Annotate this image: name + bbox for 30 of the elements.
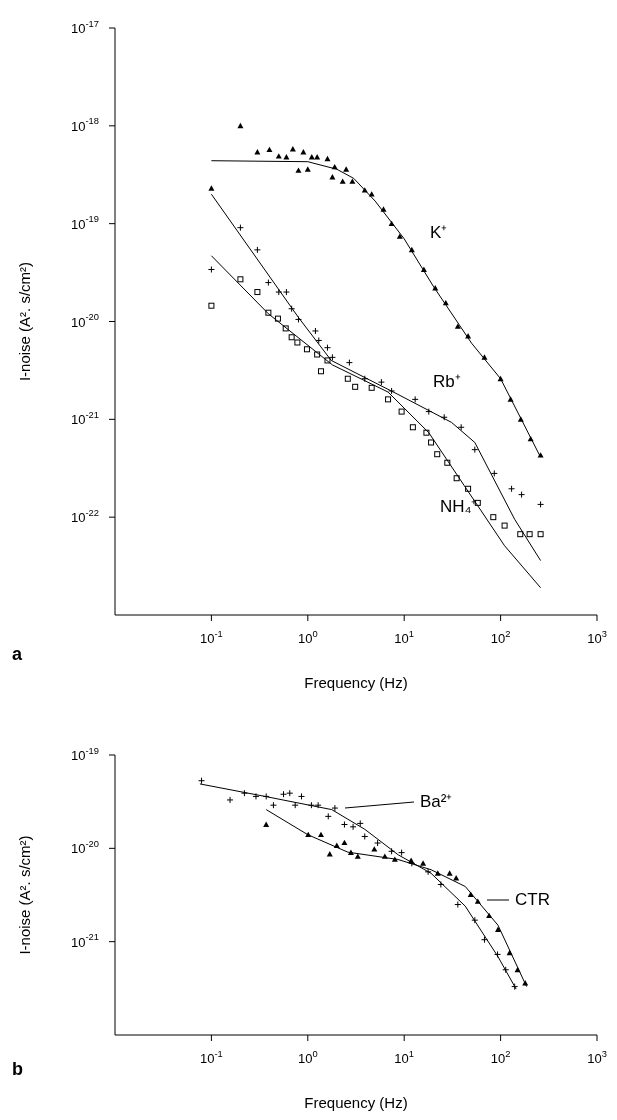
y-tick-label: 10$^{-18}$ [71, 116, 99, 134]
x-tick-label: 10$^{-1}$ [200, 1048, 223, 1066]
x-tick-label: 10$^{3}$ [587, 628, 607, 646]
y-axis-title: I-noise (A². s/cm²) [16, 261, 33, 382]
text: b [12, 1059, 23, 1079]
x-tick-label: 10$^{3}$ [587, 1048, 607, 1066]
y-tick-label: 10$^{-21}$ [71, 409, 99, 428]
y-tick-label: 10$^{-17}$ [71, 18, 99, 36]
y-tick-label: 10$^{-19}$ [71, 214, 99, 232]
x-axis-title: Frequency (Hz) [304, 674, 408, 691]
x-axis-title: Frequency (Hz) [304, 1094, 408, 1111]
series-label: K⁺ [430, 223, 448, 242]
y-tick-label: 10$^{-19}$ [71, 745, 99, 763]
series-label: NH₄⁺ [440, 497, 478, 516]
x-tick-label: 10$^{0}$ [297, 628, 318, 646]
y-tick-label: 10$^{-20}$ [71, 312, 99, 330]
legend-label: Ba²⁺ [420, 792, 453, 811]
x-tick-label: 10$^{2}$ [490, 1048, 511, 1066]
x-tick-label: 10$^{1}$ [394, 628, 415, 646]
y-axis-title: I-noise (A². s/cm²) [16, 835, 33, 955]
text: a [12, 644, 23, 664]
y-tick-label: 10$^{-20}$ [71, 838, 99, 857]
x-tick-label: 10$^{1}$ [394, 1048, 415, 1066]
y-tick-label: 10$^{-21}$ [71, 932, 99, 950]
y-tick-label: 10$^{-22}$ [71, 507, 99, 526]
x-tick-label: 10$^{-1}$ [200, 628, 223, 646]
legend-label: CTR [515, 890, 550, 909]
x-tick-label: 10$^{0}$ [297, 1048, 318, 1066]
series-label: Rb⁺ [433, 372, 461, 391]
x-tick-label: 10$^{2}$ [490, 628, 511, 646]
